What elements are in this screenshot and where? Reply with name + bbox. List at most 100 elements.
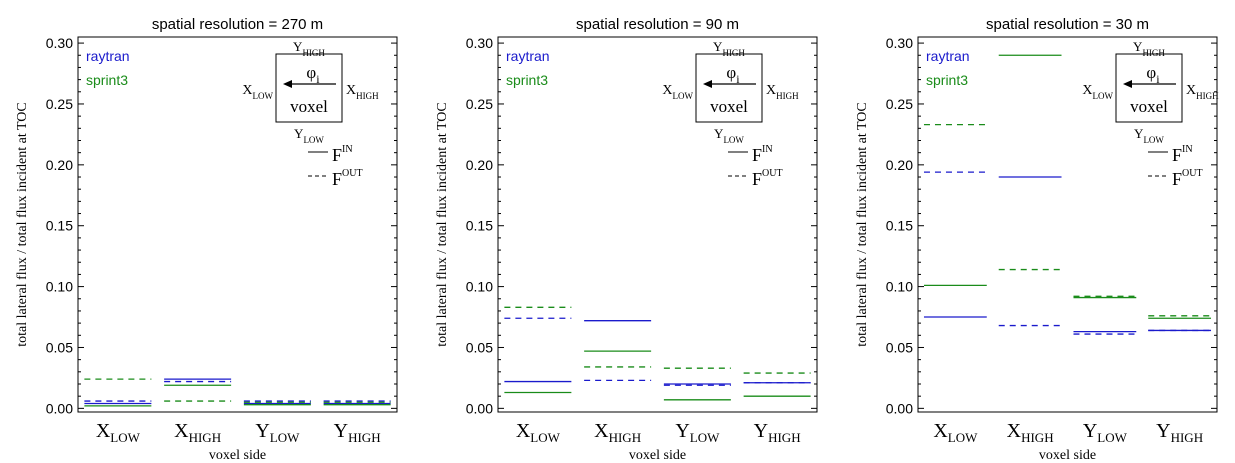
x-tick-label-main: Y [754, 420, 768, 442]
x-tick-label: YHIGH [754, 420, 801, 445]
y-tick-label: 0.00 [46, 400, 73, 416]
legend-flux-out-sup: OUT [342, 168, 363, 179]
legend-flux-out-sup: OUT [762, 168, 783, 179]
x-tick-label-sub: HIGH [348, 430, 381, 445]
voxel-top-label-sub: HIGH [722, 48, 745, 58]
incidence-angle-main: φ [726, 63, 736, 82]
x-tick-label-main: X [516, 420, 531, 442]
chart-title: spatial resolution = 30 m [986, 16, 1149, 33]
legend-sprint3: sprint3 [86, 72, 128, 88]
x-tick-label-main: X [1007, 420, 1022, 442]
voxel-left-label-sub: LOW [673, 91, 694, 101]
voxel-left-label-main: X [662, 83, 672, 98]
voxel-bottom-label-sub: LOW [723, 135, 744, 145]
plot-frame [77, 36, 398, 413]
voxel-right-label-sub: HIGH [776, 91, 799, 101]
x-tick-label-sub: LOW [690, 430, 720, 445]
y-tick-label: 0.25 [886, 96, 913, 112]
voxel-top-label-main: Y [293, 39, 303, 54]
y-tick-label: 0.00 [466, 400, 493, 416]
incidence-angle-main: φ [306, 63, 316, 82]
y-tick-label: 0.20 [466, 157, 493, 173]
voxel-left-label-main: X [242, 83, 252, 98]
y-tick-label: 0.30 [46, 35, 73, 51]
voxel-left-label-sub: LOW [1093, 91, 1114, 101]
x-axis-label: voxel side [1039, 448, 1096, 463]
legend-flux-out: FOUT [1172, 168, 1203, 189]
voxel-box [1115, 53, 1183, 123]
incidence-angle-sub: i [1156, 72, 1160, 86]
y-tick-label: 0.05 [886, 339, 913, 355]
voxel-top-label-sub: HIGH [1142, 48, 1165, 58]
incidence-angle: φi [726, 63, 740, 86]
x-tick-label-sub: HIGH [768, 430, 801, 445]
legend-flux-in-main: F [1172, 145, 1182, 165]
chart-title: spatial resolution = 90 m [576, 16, 739, 33]
x-tick-label: XHIGH [174, 420, 221, 445]
legend-flux-in: FIN [332, 144, 353, 165]
x-tick-label-main: X [933, 420, 948, 442]
x-tick-label: YHIGH [334, 420, 381, 445]
plot-frame [497, 36, 818, 413]
voxel-bottom-label-main: Y [714, 126, 724, 141]
x-tick-label-sub: LOW [270, 430, 300, 445]
voxel-bottom-label-sub: LOW [1143, 135, 1164, 145]
x-tick-label-main: Y [1083, 420, 1097, 442]
x-axis-label: voxel side [209, 448, 266, 463]
y-axis-label: total lateral flux / total flux incident… [435, 102, 450, 346]
voxel-top-label: YHIGH [1133, 39, 1165, 58]
voxel-bottom-label-sub: LOW [303, 135, 324, 145]
legend-flux-in-sup: IN [1182, 144, 1193, 155]
voxel-top-label-sub: HIGH [302, 48, 325, 58]
y-tick-label: 0.15 [46, 218, 73, 234]
voxel-right-label-sub: HIGH [356, 91, 379, 101]
incidence-angle-main: φ [1146, 63, 1156, 82]
x-tick-label: YHIGH [1156, 420, 1203, 445]
incidence-angle-sub: i [736, 72, 740, 86]
voxel-right-label: XHIGH [346, 83, 379, 101]
x-tick-label-sub: LOW [1097, 430, 1127, 445]
y-tick-label: 0.30 [466, 35, 493, 51]
voxel-bottom-label: YLOW [714, 126, 744, 145]
voxel-left-label: XLOW [1082, 83, 1113, 101]
voxel-top-label: YHIGH [713, 39, 745, 58]
voxel-bottom-label: YLOW [1134, 126, 1164, 145]
x-tick-label-main: X [174, 420, 189, 442]
y-axis-label: total lateral flux / total flux incident… [15, 102, 30, 346]
x-tick-label-sub: LOW [530, 430, 560, 445]
x-tick-label-main: X [96, 420, 111, 442]
x-tick-label-sub: HIGH [609, 430, 642, 445]
voxel-label: voxel [1130, 97, 1168, 116]
x-tick-label-main: Y [255, 420, 269, 442]
voxel-right-label: XHIGH [1186, 83, 1219, 101]
voxel-bottom-label: YLOW [294, 126, 324, 145]
voxel-top-label: YHIGH [293, 39, 325, 58]
y-tick-label: 0.20 [46, 157, 73, 173]
voxel-right-label-sub: HIGH [1196, 91, 1219, 101]
x-tick-label: XLOW [516, 420, 561, 445]
voxel-label: voxel [290, 97, 328, 116]
voxel-right-label-main: X [766, 83, 776, 98]
incidence-arrow-head-icon [703, 80, 712, 88]
legend-flux-out-main: F [752, 169, 762, 189]
x-tick-label: YLOW [1083, 420, 1128, 445]
chart-panel-1: spatial resolution = 270 m 0.00 0.05 0.10 0.… [15, 16, 398, 463]
voxel-left-label: XLOW [662, 83, 693, 101]
legend-flux-out: FOUT [332, 168, 363, 189]
x-tick-label-sub: LOW [110, 430, 140, 445]
y-tick-label: 0.05 [466, 339, 493, 355]
y-tick-label: 0.10 [466, 279, 493, 295]
chart-title: spatial resolution = 270 m [152, 16, 323, 33]
voxel-top-label-main: Y [1133, 39, 1143, 54]
legend-flux-in-main: F [332, 145, 342, 165]
voxel-bottom-label-main: Y [294, 126, 304, 141]
y-tick-label: 0.25 [466, 96, 493, 112]
x-tick-label-main: Y [675, 420, 689, 442]
chart-panel-2: spatial resolution = 90 m 0.00 0.05 0.10 0.1… [435, 16, 818, 463]
x-tick-label-main: Y [334, 420, 348, 442]
plot-frame [917, 36, 1218, 413]
